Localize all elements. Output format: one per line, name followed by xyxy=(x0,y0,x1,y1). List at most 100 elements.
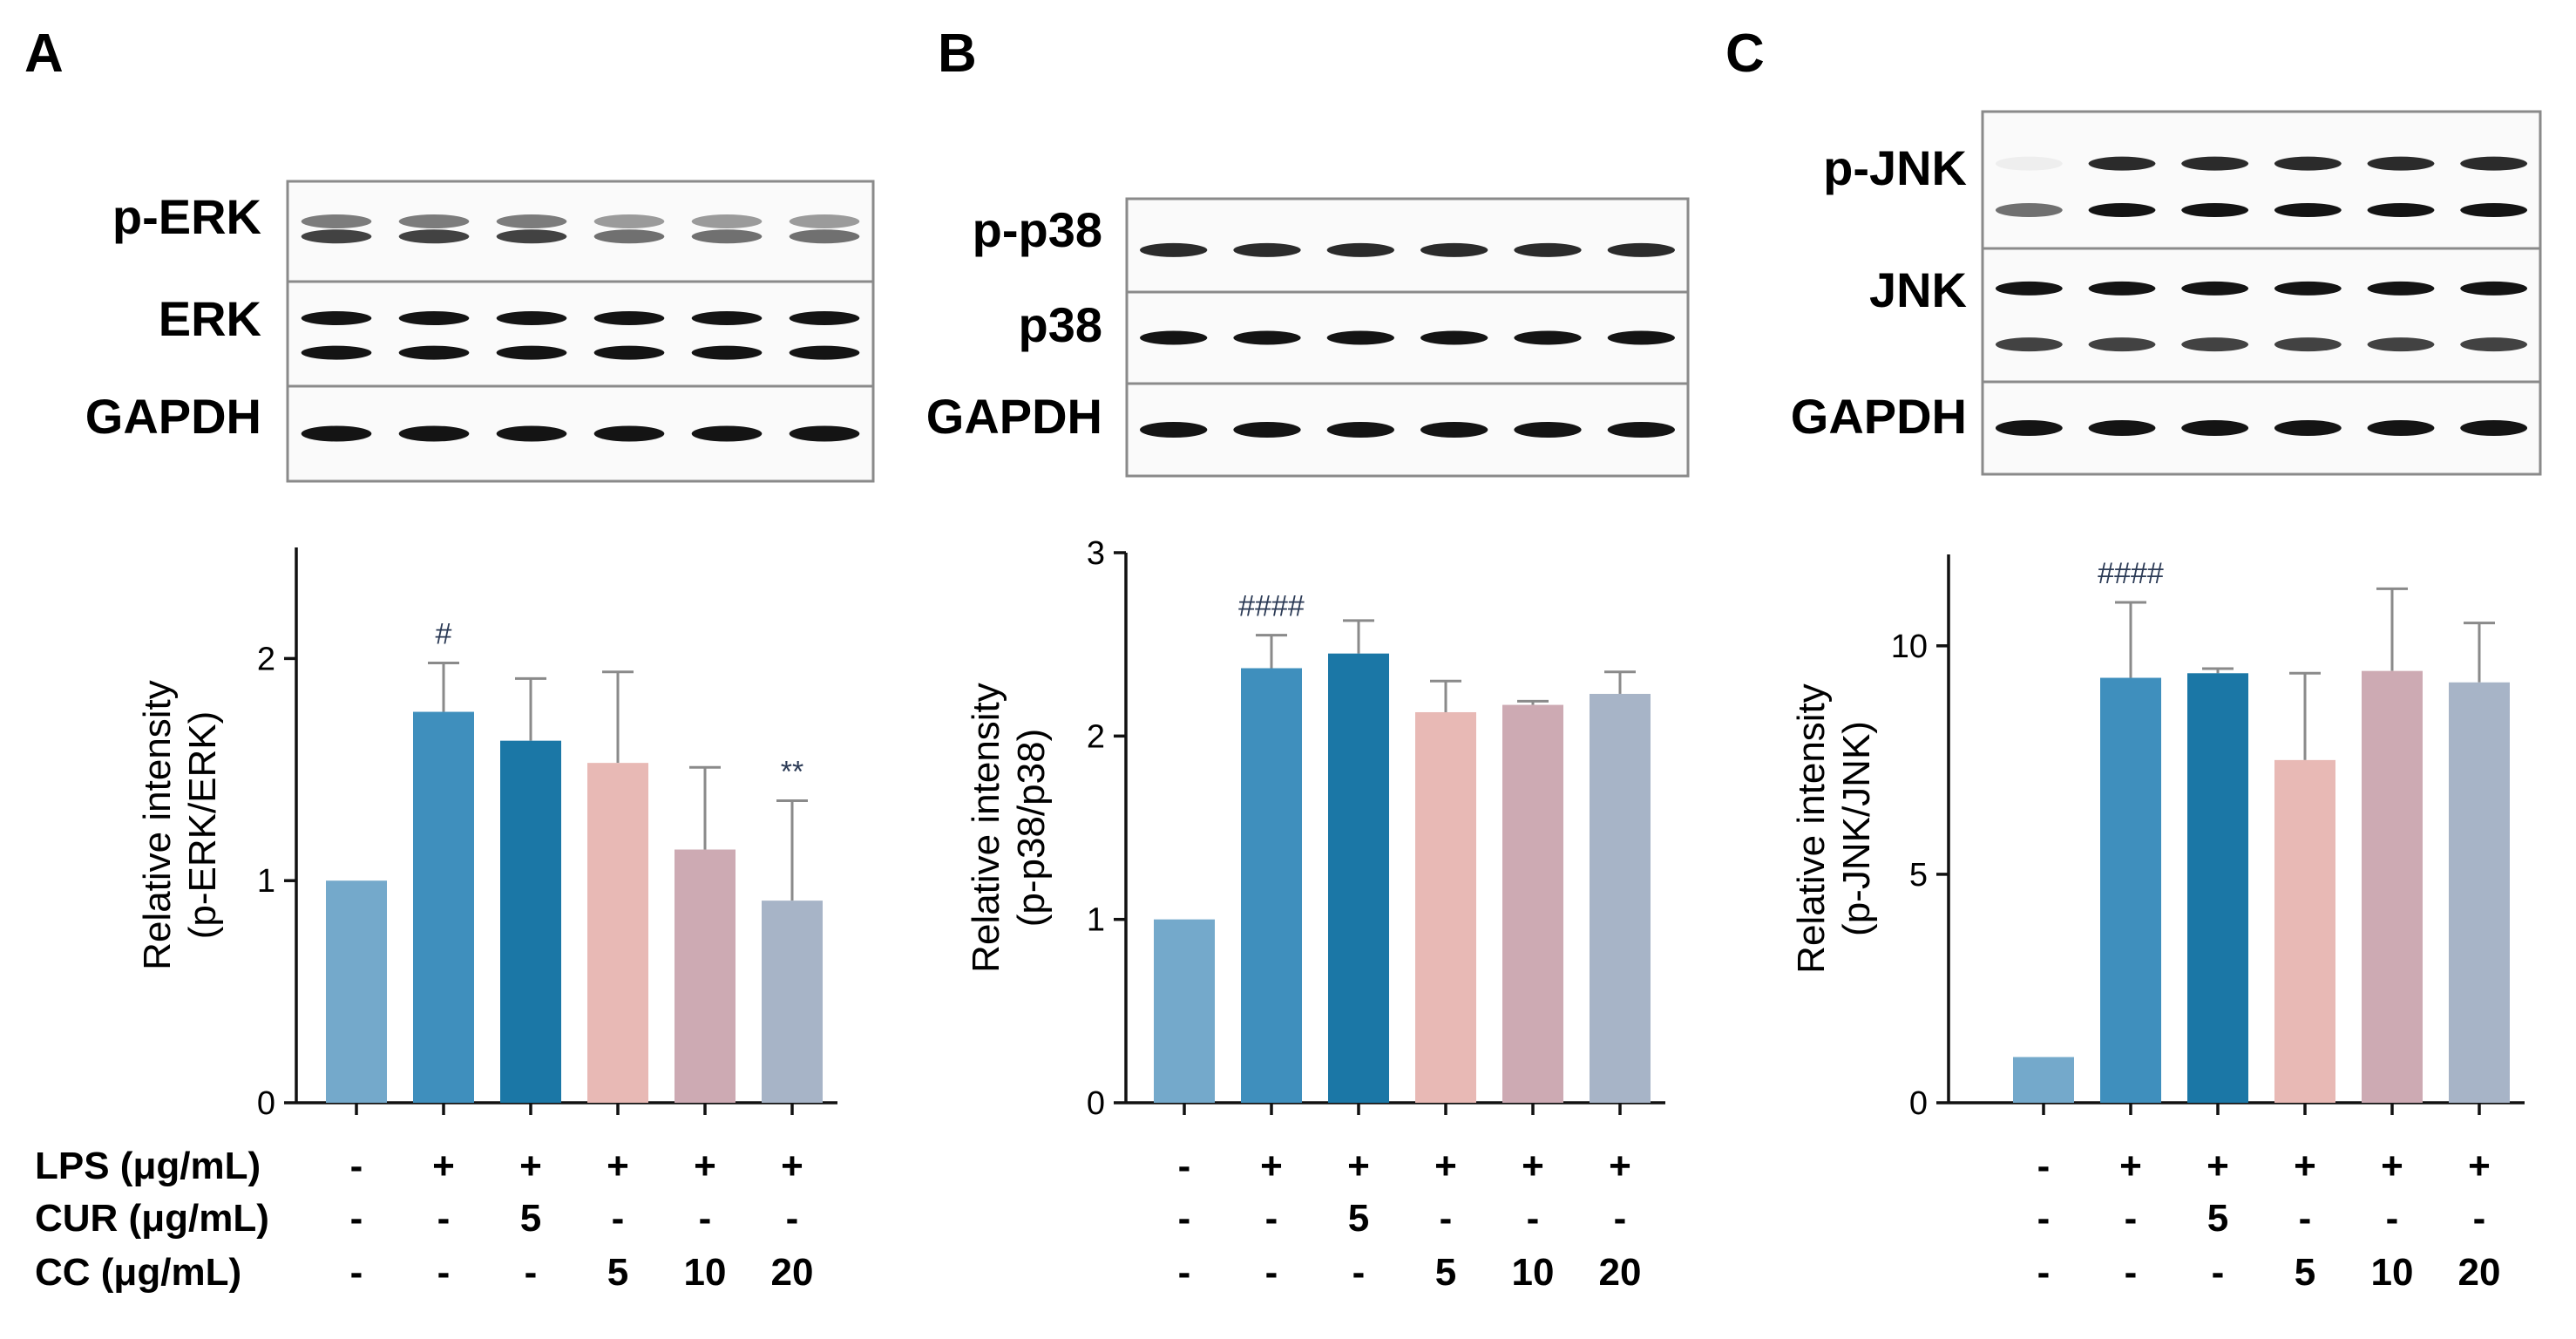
blot-band xyxy=(2460,156,2528,171)
blot-band xyxy=(496,425,567,442)
blot-band xyxy=(789,214,860,228)
blot-band xyxy=(2367,281,2435,296)
blot-band xyxy=(1233,242,1301,257)
y-tick-label: 2 xyxy=(257,641,275,677)
condition-cell: - xyxy=(2125,1197,2138,1240)
blot-band xyxy=(398,214,470,228)
blot-band xyxy=(1995,156,2063,171)
condition-cell: - xyxy=(1265,1251,1278,1294)
blot-band xyxy=(2088,420,2156,436)
blot-band xyxy=(691,345,763,360)
blot-frame xyxy=(1981,110,2542,476)
condition-cell: 20 xyxy=(771,1251,814,1294)
bar xyxy=(675,849,736,1103)
y-axis-label: Relative intensity xyxy=(136,680,179,970)
bar xyxy=(500,740,561,1103)
bar xyxy=(2100,677,2161,1103)
blot-band xyxy=(593,345,665,360)
condition-cell: 5 xyxy=(1435,1251,1456,1294)
blot-label: p-ERK xyxy=(112,189,261,244)
blot-band xyxy=(593,229,665,244)
bar xyxy=(762,901,823,1103)
blot-band xyxy=(301,214,372,228)
condition-cell: - xyxy=(1265,1197,1278,1240)
condition-cell: - xyxy=(2386,1197,2399,1240)
panel-letter-b: B xyxy=(938,24,977,84)
blot-band xyxy=(789,229,860,244)
bar xyxy=(1502,704,1563,1103)
blot-band xyxy=(1140,242,1208,257)
blot-band xyxy=(1326,422,1394,438)
condition-cell: + xyxy=(694,1145,716,1187)
blot-band xyxy=(301,345,372,360)
blot-band xyxy=(1995,337,2063,352)
condition-cell: - xyxy=(1527,1197,1540,1240)
blot-label: GAPDH xyxy=(1791,389,1967,444)
blot-band xyxy=(691,425,763,442)
blot-frame xyxy=(1125,197,1690,478)
bar xyxy=(413,711,474,1103)
y-tick-label: 1 xyxy=(1087,902,1105,939)
condition-cell: - xyxy=(437,1197,451,1240)
blot-band xyxy=(789,311,860,325)
condition-cell: 20 xyxy=(1599,1251,1642,1294)
condition-cell: - xyxy=(2473,1197,2486,1240)
condition-cell: + xyxy=(1434,1145,1457,1187)
condition-cell: 5 xyxy=(1348,1197,1369,1240)
y-tick-label: 1 xyxy=(257,863,275,900)
condition-cell: 20 xyxy=(2458,1251,2501,1294)
condition-cell: + xyxy=(2294,1145,2316,1187)
condition-cell: 5 xyxy=(607,1251,628,1294)
bar xyxy=(1590,693,1651,1103)
blot-band xyxy=(2088,156,2156,171)
blot-band xyxy=(1420,330,1488,345)
blot-band xyxy=(1514,422,1582,438)
bar xyxy=(587,763,648,1103)
blot-band xyxy=(1420,422,1488,438)
condition-cell: - xyxy=(525,1251,538,1294)
blot-band xyxy=(1514,330,1582,345)
blot-band xyxy=(1995,281,2063,296)
y-tick-label: 2 xyxy=(1087,718,1105,755)
blot-band xyxy=(301,229,372,244)
condition-cell: + xyxy=(519,1145,542,1187)
condition-cell: + xyxy=(432,1145,455,1187)
condition-cell: - xyxy=(2037,1145,2051,1187)
blot-band xyxy=(691,214,763,228)
blot-band xyxy=(496,214,567,228)
blot-band xyxy=(2274,281,2342,296)
blot-frame xyxy=(286,180,875,483)
blot-band xyxy=(1233,422,1301,438)
blot-band xyxy=(2460,281,2528,296)
condition-cell: - xyxy=(350,1197,363,1240)
y-axis-label: (p-JNK/JNK) xyxy=(1835,721,1878,936)
bar xyxy=(1241,668,1302,1103)
blot-label: p-p38 xyxy=(973,202,1102,257)
blot-band xyxy=(2460,337,2528,352)
blot-band xyxy=(2181,281,2249,296)
y-tick-label: 3 xyxy=(1087,535,1105,572)
y-tick-label: 10 xyxy=(1891,629,1928,665)
condition-cell: - xyxy=(612,1197,625,1240)
condition-cell: + xyxy=(781,1145,803,1187)
condition-cell: + xyxy=(607,1145,629,1187)
bar xyxy=(2274,759,2335,1103)
condition-cell: 5 xyxy=(2207,1197,2228,1240)
blot-band xyxy=(1140,330,1208,345)
blot-band xyxy=(2460,420,2528,436)
condition-cell: - xyxy=(2037,1251,2051,1294)
blot-band xyxy=(1514,242,1582,257)
blot-band xyxy=(2367,420,2435,436)
blot-band xyxy=(691,311,763,325)
condition-cell: + xyxy=(1522,1145,1544,1187)
blot-band xyxy=(2274,156,2342,171)
blot-band xyxy=(691,229,763,244)
condition-cell: - xyxy=(2299,1197,2312,1240)
condition-cell: - xyxy=(2125,1251,2138,1294)
bar xyxy=(2187,673,2248,1103)
blot-band xyxy=(1607,422,1675,438)
y-tick-label: 5 xyxy=(1909,857,1928,894)
condition-cell: + xyxy=(2119,1145,2142,1187)
blot-band xyxy=(1326,242,1394,257)
